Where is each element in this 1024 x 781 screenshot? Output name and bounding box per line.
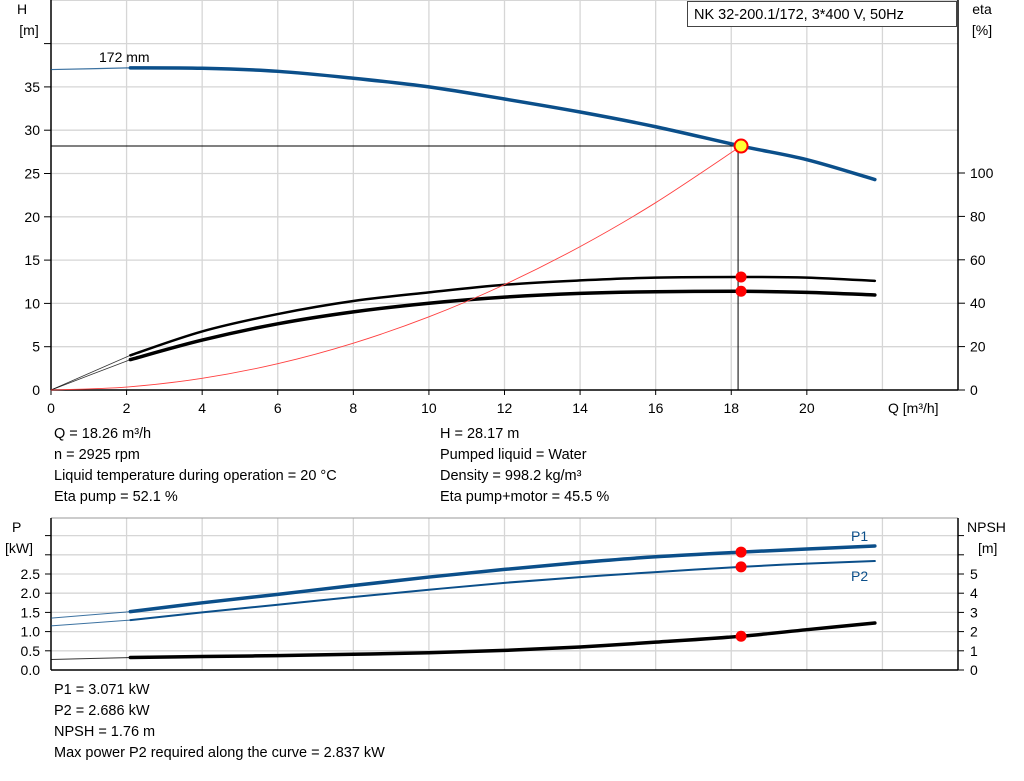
info-eta-pump-motor: Eta pump+motor = 45.5 % [440, 489, 610, 505]
P1-line [128, 544, 877, 614]
info-p2: P2 = 2.686 kW [54, 703, 150, 719]
eta-pump-line [129, 275, 877, 357]
y-tick-label-left: 2.0 [21, 585, 41, 601]
y-tick-label-left: 2.5 [21, 566, 41, 582]
y-tick-label-right: 20 [970, 339, 986, 355]
y-axis-unit-right: [m] [978, 540, 997, 556]
info-top-right: H = 28.17 m Pumped liquid = Water Densit… [440, 424, 609, 508]
y-tick-label-right: 80 [970, 208, 986, 224]
y-tick-label-left: 30 [24, 122, 40, 138]
P2-line [129, 560, 876, 622]
x-tick-label: 14 [572, 400, 588, 416]
p2-operating-dot [735, 561, 747, 573]
npsh-operating-dot [735, 630, 747, 642]
x-tick-label: 4 [198, 400, 206, 416]
info-npsh: NPSH = 1.76 m [54, 724, 156, 740]
info-speed: n = 2925 rpm [54, 447, 140, 463]
NPSH-line [128, 621, 877, 660]
y-axis-label-right: eta [972, 1, 992, 17]
y-tick-label-left: 10 [24, 295, 40, 311]
eta-pump-motor-operating-dot [735, 285, 747, 297]
y-axis-label-right: NPSH [967, 519, 1006, 535]
x-tick-label: 6 [274, 400, 282, 416]
y-tick-label-right: 0 [970, 382, 978, 398]
eta-pump-extrapolated-line [50, 354, 131, 391]
x-axis-label: Q [m³/h] [888, 400, 939, 416]
info-p1: P1 = 3.071 kW [54, 682, 150, 698]
y-tick-label-left: 20 [24, 209, 40, 225]
NPSH-extrapolated-line [50, 657, 131, 660]
y-tick-label-left: 35 [24, 79, 40, 95]
info-bottom: P1 = 3.071 kW P2 = 2.686 kW NPSH = 1.76 … [54, 680, 385, 764]
system-curve-line [50, 145, 742, 391]
y-tick-label-left: 1.5 [21, 604, 41, 620]
y-tick-label-right: 100 [970, 165, 994, 181]
x-tick-label: 10 [421, 400, 437, 416]
y-tick-label-right: 40 [970, 295, 986, 311]
head-line [128, 66, 877, 182]
y-tick-label-left: 0.5 [21, 643, 41, 659]
p1-series-label: P1 [851, 528, 868, 544]
x-tick-label: 20 [799, 400, 815, 416]
p2-series-label: P2 [851, 568, 868, 584]
x-tick-label: 12 [497, 400, 513, 416]
info-head: H = 28.17 m [440, 426, 520, 442]
info-liquid: Pumped liquid = Water [440, 447, 587, 463]
info-top-left: Q = 18.26 m³/h n = 2925 rpm Liquid tempe… [54, 424, 337, 508]
P1-extrapolated-line [50, 611, 131, 619]
p1-operating-dot [735, 546, 747, 558]
y-tick-label-left: 0 [32, 382, 40, 398]
info-eta-pump: Eta pump = 52.1 % [54, 489, 178, 505]
info-density: Density = 998.2 kg/m³ [440, 468, 582, 484]
x-tick-label: 18 [723, 400, 739, 416]
y-tick-label-left: 5 [32, 339, 40, 355]
x-tick-label: 8 [349, 400, 357, 416]
P2-extrapolated-line [50, 619, 131, 627]
eta-pump-operating-dot [735, 271, 747, 283]
y-axis-unit-left: [m] [19, 22, 38, 38]
y-tick-label-left: 0.0 [21, 662, 41, 678]
x-tick-label: 0 [47, 400, 55, 416]
y-tick-label-right: 1 [970, 643, 978, 659]
y-tick-label-left: 25 [24, 166, 40, 182]
y-axis-label-left: H [17, 1, 27, 17]
y-axis-unit-right: [%] [972, 22, 992, 38]
chart-title: NK 32-200.1/172, 3*400 V, 50Hz [687, 1, 957, 27]
info-liquid-temp: Liquid temperature during operation = 20… [54, 468, 337, 484]
x-tick-label: 16 [648, 400, 664, 416]
y-tick-label-left: 15 [24, 252, 40, 268]
y-tick-label-right: 0 [970, 662, 978, 678]
y-tick-label-right: 5 [970, 566, 978, 582]
info-flow: Q = 18.26 m³/h [54, 426, 152, 442]
x-tick-label: 2 [123, 400, 131, 416]
y-tick-label-left: 1.0 [21, 624, 41, 640]
eta-pump-motor-line [128, 289, 877, 362]
y-axis-unit-left: [kW] [5, 540, 33, 556]
y-tick-label-right: 2 [970, 624, 978, 640]
operating-point-marker [733, 138, 749, 154]
y-axis-label-left: P [12, 519, 21, 535]
y-tick-label-right: 3 [970, 604, 978, 620]
y-tick-label-right: 4 [970, 585, 978, 601]
y-tick-label-right: 60 [970, 252, 986, 268]
curve-label: 172 mm [99, 49, 150, 65]
eta-pump-motor-extrapolated-line [50, 359, 131, 391]
head-extrapolated-line [50, 67, 131, 71]
info-max-p2: Max power P2 required along the curve = … [54, 745, 385, 761]
